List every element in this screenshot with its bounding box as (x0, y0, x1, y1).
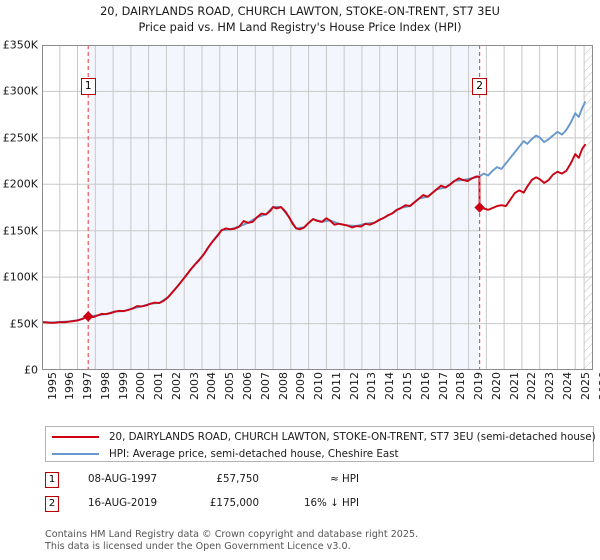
x-tick-label: 1997 (81, 372, 95, 400)
x-tick-label: 2020 (489, 372, 503, 400)
transaction-price: £57,750 (216, 473, 259, 485)
x-tick-label: 2008 (276, 372, 290, 400)
plot-marker-1[interactable]: 1 (80, 78, 96, 95)
x-tick-label: 2010 (312, 372, 326, 400)
transaction-hpi-delta: 16% ↓ HPI (303, 497, 359, 509)
x-tick-label: 1995 (45, 372, 59, 400)
y-tick-label: £250K (2, 131, 38, 145)
transaction-hpi-delta: ≈ HPI (330, 473, 359, 485)
legend-swatch-price-paid (52, 436, 99, 438)
chart-plot-area: 1 2 (42, 45, 593, 370)
page-title: 20, DAIRYLANDS ROAD, CHURCH LAWTON, STOK… (0, 4, 600, 36)
x-tick-label: 2001 (152, 372, 166, 400)
y-tick-label: £0 (24, 363, 38, 377)
y-tick-label: £200K (2, 177, 38, 191)
legend-label: 20, DAIRYLANDS ROAD, CHURCH LAWTON, STOK… (109, 431, 596, 443)
y-tick-label: £50K (9, 317, 38, 331)
x-tick-label: 2019 (472, 372, 486, 400)
x-tick-label: 2009 (294, 372, 308, 400)
footer-line-1: Contains HM Land Registry data © Crown c… (45, 529, 419, 540)
legend-item: 20, DAIRYLANDS ROAD, CHURCH LAWTON, STOK… (46, 428, 596, 446)
x-tick-label: 1999 (116, 372, 130, 400)
table-row[interactable]: 1 08-AUG-1997 £57,750 ≈ HPI (45, 470, 445, 494)
x-tick-label: 2023 (543, 372, 557, 400)
footer-attribution: Contains HM Land Registry data © Crown c… (45, 529, 585, 552)
title-address: 20, DAIRYLANDS ROAD, CHURCH LAWTON, STOK… (100, 5, 500, 18)
table-row[interactable]: 2 16-AUG-2019 £175,000 16% ↓ HPI (45, 494, 445, 518)
x-tick-label: 1998 (98, 372, 112, 400)
footer-line-2: This data is licensed under the Open Gov… (45, 540, 351, 552)
x-tick-label: 2021 (507, 372, 521, 400)
x-tick-label: 2002 (169, 372, 183, 400)
legend-label: HPI: Average price, semi-detached house,… (109, 448, 399, 460)
y-tick-label: £150K (2, 224, 38, 238)
transaction-index-badge: 1 (45, 472, 59, 488)
transaction-date: 08-AUG-1997 (88, 473, 158, 485)
y-tick-label: £100K (2, 270, 38, 284)
x-tick-label: 2016 (418, 372, 432, 400)
y-tick-label: £350K (2, 38, 38, 52)
x-tick-label: 2025 (578, 372, 592, 400)
transaction-index-badge: 2 (45, 496, 59, 512)
y-axis-labels: £0 £50K £100K £150K £200K £250K £300K £350K (0, 0, 42, 560)
x-tick-label: 2005 (223, 372, 237, 400)
chart-legend: 20, DAIRYLANDS ROAD, CHURCH LAWTON, STOK… (45, 426, 596, 463)
chart-svg (42, 45, 593, 370)
x-axis-labels: 1995 1996 1997 1998 1999 2000 2001 2002 2003 2004… (42, 372, 600, 414)
transaction-table: 1 08-AUG-1997 £57,750 ≈ HPI 2 16-AUG-2019 £175… (45, 470, 445, 518)
x-tick-label: 2004 (205, 372, 219, 400)
x-tick-label: 2012 (347, 372, 361, 400)
y-tick-label: £300K (2, 84, 38, 98)
legend-swatch-hpi (52, 453, 99, 455)
x-tick-label: 2024 (560, 372, 574, 400)
x-tick-label: 2022 (525, 372, 539, 400)
x-tick-label: 2011 (329, 372, 343, 400)
x-tick-label: 2013 (365, 372, 379, 400)
x-tick-label: 2007 (258, 372, 272, 400)
x-tick-label: 2017 (436, 372, 450, 400)
transaction-date: 16-AUG-2019 (88, 497, 158, 509)
x-tick-label: 2003 (187, 372, 201, 400)
x-tick-label: 2014 (383, 372, 397, 400)
plot-marker-2[interactable]: 2 (472, 78, 488, 95)
x-tick-label: 2015 (400, 372, 414, 400)
x-tick-label: 2006 (241, 372, 255, 400)
transaction-price: £175,000 (209, 497, 259, 509)
x-tick-label: 2000 (134, 372, 148, 400)
legend-item: HPI: Average price, semi-detached house,… (46, 445, 399, 463)
x-tick-label: 2018 (454, 372, 468, 400)
x-tick-label: 1996 (63, 372, 77, 400)
title-subtitle: Price paid vs. HM Land Registry's House … (138, 21, 462, 34)
